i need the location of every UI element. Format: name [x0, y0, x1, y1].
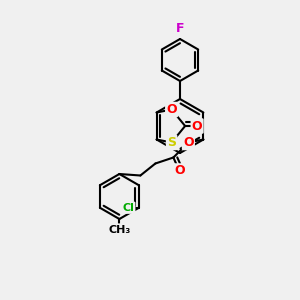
Text: O: O	[192, 119, 203, 133]
Text: Cl: Cl	[122, 203, 134, 213]
Text: O: O	[166, 103, 177, 116]
Text: O: O	[174, 164, 185, 178]
Text: O: O	[183, 136, 194, 149]
Text: F: F	[176, 22, 184, 35]
Text: S: S	[167, 136, 176, 149]
Text: CH₃: CH₃	[108, 224, 130, 235]
